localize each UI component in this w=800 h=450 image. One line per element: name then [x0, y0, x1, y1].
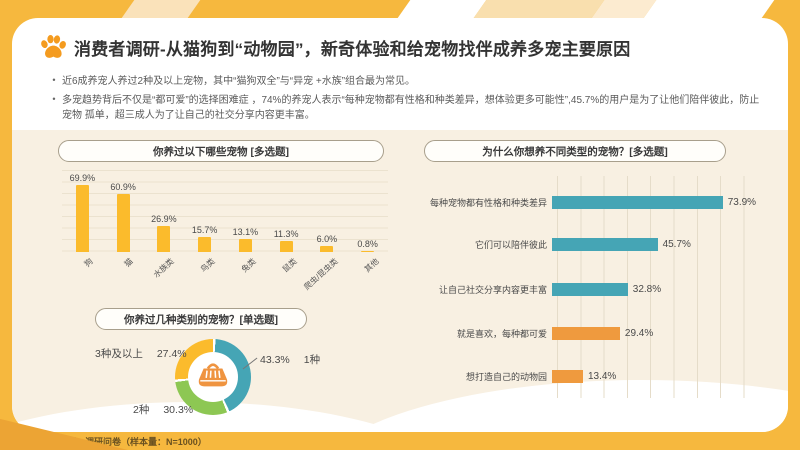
- bar: [361, 251, 375, 252]
- bar-column: 0.8%: [347, 170, 388, 252]
- bar-value-label: 45.7%: [662, 239, 691, 250]
- bar-value-label: 6.0%: [316, 234, 338, 245]
- page-title: 消费者调研-从猫狗到“动物园”，新奇体验和给宠物找伴成养多宠主要原因: [74, 40, 631, 59]
- pets-owned-categories: 狗 猫 水族类 鸟类 兔类 鼠类 爬虫/昆虫类 其他: [62, 256, 388, 308]
- bar: [157, 226, 171, 252]
- chart-title-reasons: 为什么你想养不同类型的宠物？[多选题]: [424, 140, 726, 162]
- bar: [320, 246, 334, 252]
- bar: [552, 238, 658, 251]
- bar-column: 6.0%: [307, 170, 348, 252]
- bar-value-label: 13.1%: [232, 227, 259, 238]
- bar-column: 13.1%: [225, 170, 266, 252]
- donut-label-1: 43.3% 1种: [260, 352, 320, 367]
- segment-name: 3种及以上: [95, 348, 143, 360]
- bar-value-label: 0.8%: [357, 239, 378, 250]
- bar-row: 让自己社交分享内容更丰富 32.8%: [424, 283, 784, 296]
- bar: [116, 193, 130, 252]
- bar-column: 11.3%: [266, 170, 307, 252]
- donut-center: [188, 352, 238, 402]
- pet-count-donut: [175, 339, 251, 415]
- bullet-item: • 多宠趋势背后不仅是“都可爱”的选择困难症 ，74%的养宠人表示“每种宠物都有…: [46, 93, 762, 123]
- summary-bullets: • 近6成养宠人养过2种及以上宠物，其中“猫狗双全”与“异宠 +水族”组合最为常…: [46, 74, 762, 127]
- bar: [238, 239, 252, 252]
- segment-name: 1种: [303, 354, 321, 366]
- category-label: 想打造自己的动物园: [465, 372, 547, 382]
- bar-row: 它们可以陪伴彼此 45.7%: [424, 238, 784, 251]
- bar-value-label: 15.7%: [191, 224, 218, 235]
- bullet-item: • 近6成养宠人养过2种及以上宠物，其中“猫狗双全”与“异宠 +水族”组合最为常…: [46, 74, 762, 89]
- bar-value-label: 69.9%: [69, 172, 96, 183]
- reasons-chart: 每种宠物都有性格和种类差异 73.9% 它们可以陪伴彼此 45.7% 让自己社交…: [424, 176, 784, 402]
- top-stripe-decoration: [643, 0, 775, 18]
- bullet-marker: •: [52, 75, 56, 85]
- bar-row: 每种宠物都有性格和种类差异 73.9%: [424, 196, 784, 209]
- top-stripe-decoration: [121, 0, 201, 18]
- segment-value: 43.3%: [260, 354, 290, 366]
- bullet-marker: •: [52, 94, 56, 104]
- bar-value-label: 60.9%: [110, 181, 136, 192]
- bullet-text: 多宠趋势背后不仅是“都可爱”的选择困难症 ，74%的养宠人表示“每种宠物都有性格…: [62, 95, 760, 121]
- bar: [198, 236, 212, 252]
- donut-label-2: 2种 30.3%: [133, 402, 193, 417]
- bar-column: 69.9%: [62, 170, 103, 252]
- top-stripe-decoration: [473, 0, 605, 18]
- bar-column: 15.7%: [184, 170, 225, 252]
- report-card: 消费者调研-从猫狗到“动物园”，新奇体验和给宠物找伴成养多宠主要原因 • 近6成…: [12, 18, 788, 432]
- bar: [552, 370, 583, 383]
- bar-row: 就是喜欢，每种都可爱 29.4%: [424, 327, 784, 340]
- bar-row: 想打造自己的动物园 13.4%: [424, 370, 784, 383]
- category-label: 每种宠物都有性格和种类差异: [429, 198, 547, 208]
- chart-title-pet-count: 你养过几种类别的宠物？[单选题]: [95, 308, 307, 330]
- bar-value-label: 29.4%: [624, 328, 654, 339]
- bar-column: 60.9%: [103, 170, 144, 252]
- bar-value-label: 13.4%: [587, 371, 617, 382]
- category-label: 就是喜欢，每种都可爱: [456, 329, 547, 339]
- bar-value-label: 73.9%: [727, 197, 757, 208]
- pets-owned-chart: 69.9% 60.9% 26.9% 15.7% 13.1% 11.3% 6.0%: [62, 170, 388, 252]
- pet-carrier-icon: [198, 363, 228, 387]
- donut-label-3plus: 3种及以上 27.4%: [95, 346, 219, 361]
- bar-value-label: 11.3%: [273, 229, 299, 240]
- bar: [279, 241, 293, 252]
- bar: [552, 196, 723, 209]
- bar: [75, 184, 89, 252]
- bar-value-label: 32.8%: [632, 284, 662, 295]
- category-label: 它们可以陪伴彼此: [474, 240, 547, 250]
- bar: [552, 327, 620, 340]
- bar-value-label: 26.9%: [151, 214, 177, 225]
- bar-column: 26.9%: [144, 170, 185, 252]
- data-source-note: 数据来源：调研问卷（样本量：N=1000）: [40, 437, 207, 447]
- segment-name: 2种: [133, 404, 150, 416]
- chart-title-pets-owned: 你养过以下哪些宠物 [多选题]: [58, 140, 384, 162]
- top-stripe-decoration: [397, 0, 487, 18]
- footer-band: 数据来源：调研问卷（样本量：N=1000）: [0, 433, 800, 450]
- bullet-text: 近6成养宠人养过2种及以上宠物，其中“猫狗双全”与“异宠 +水族”组合最为常见。: [62, 76, 416, 87]
- paw-icon: [41, 35, 66, 58]
- category-label: 让自己社交分享内容更丰富: [438, 285, 547, 295]
- segment-value: 27.4%: [156, 348, 187, 360]
- bar: [552, 283, 628, 296]
- segment-value: 30.3%: [163, 404, 194, 416]
